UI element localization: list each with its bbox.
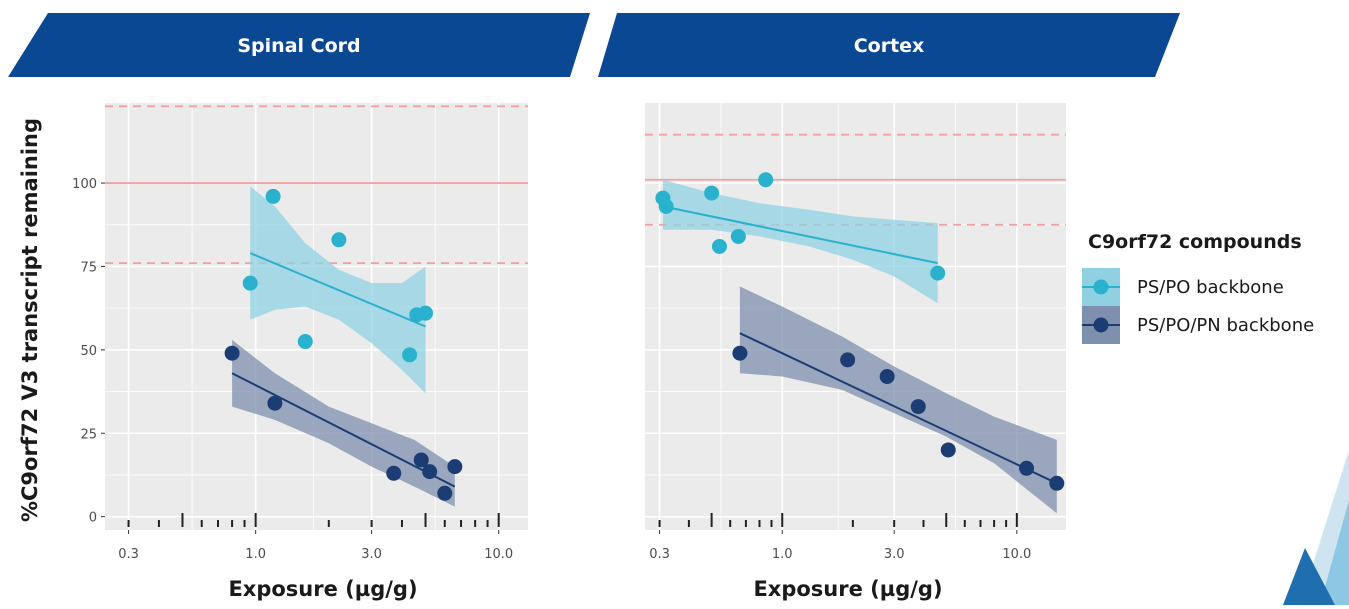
- confidence-band-ps-po-pn: [739, 286, 1057, 514]
- plot-panel-cortex: 0.3 1.0 3.0 10.0: [645, 103, 1066, 562]
- data-point-ps-po-pn: [940, 442, 956, 458]
- y-axis-label: %C9orf72 V3 transcript remaining: [18, 118, 42, 522]
- fit-line-ps-po-pn: [231, 372, 456, 488]
- fit-line-ps-po: [662, 205, 938, 265]
- y-tick-label: 75: [80, 260, 97, 275]
- panel-title-cortex: Cortex: [854, 35, 925, 57]
- data-point-ps-po-pn: [1049, 475, 1065, 491]
- confidence-band-ps-po-pn: [232, 339, 455, 507]
- plot-panel-spinal-cord: 0 25 50 75 100 0.3 1.0 3.0 10.0: [72, 103, 528, 562]
- x-tick-label: 3.0: [361, 547, 382, 562]
- legend-label-ps-po: PS/PO backbone: [1137, 277, 1284, 298]
- x-tick-label: 10.0: [1002, 547, 1031, 562]
- data-point-ps-po: [297, 334, 313, 350]
- data-point-ps-po: [331, 232, 347, 248]
- banner-cortex: Cortex: [598, 13, 1180, 77]
- data-point-ps-po-pn: [413, 452, 429, 468]
- data-point-ps-po-pn: [386, 465, 402, 481]
- data-point-ps-po-pn: [422, 464, 438, 480]
- data-point-ps-po: [704, 185, 720, 201]
- data-point-ps-po: [658, 198, 674, 214]
- x-axis-label-cortex: Exposure (µg/g): [753, 577, 942, 601]
- data-point-ps-po-pn: [910, 399, 926, 415]
- data-point-ps-po-pn: [437, 485, 453, 501]
- x-tick-label: 1.0: [772, 547, 793, 562]
- x-tick-label: 3.0: [884, 547, 905, 562]
- data-point-ps-po-pn: [840, 352, 856, 368]
- fit-line-ps-po: [249, 252, 426, 328]
- x-tick-label: 0.3: [649, 547, 670, 562]
- data-point-ps-po-pn: [447, 459, 463, 475]
- data-point-ps-po: [711, 238, 727, 254]
- x-tick-label: 0.3: [118, 547, 139, 562]
- data-point-ps-po: [418, 305, 434, 321]
- data-point-ps-po: [730, 228, 746, 244]
- y-tick-label: 100: [72, 177, 97, 192]
- data-point-ps-po: [242, 275, 258, 291]
- plot-background: [105, 103, 528, 530]
- legend-key-ps-po-point: [1093, 279, 1109, 295]
- data-point-ps-po-pn: [267, 395, 283, 411]
- legend-title: C9orf72 compounds: [1088, 231, 1302, 253]
- confidence-band-ps-po: [662, 179, 938, 304]
- banner-spinal-cord: Spinal Cord: [8, 13, 590, 77]
- legend-key-ps-po-pn-point: [1093, 317, 1109, 333]
- data-point-ps-po: [265, 188, 281, 204]
- legend: C9orf72 compounds PS/PO backbone PS/PO/P…: [1082, 231, 1314, 344]
- data-point-ps-po: [758, 172, 774, 188]
- x-tick-label: 10.0: [484, 547, 513, 562]
- legend-label-ps-po-pn: PS/PO/PN backbone: [1137, 315, 1314, 336]
- panel-title-spinal-cord: Spinal Cord: [237, 35, 360, 57]
- x-axis-label-spinal-cord: Exposure (µg/g): [228, 577, 417, 601]
- y-tick-label: 50: [80, 344, 97, 359]
- data-point-ps-po-pn: [1019, 460, 1035, 476]
- x-tick-label: 1.0: [245, 547, 266, 562]
- corner-decoration: [1283, 450, 1349, 605]
- y-tick-label: 0: [89, 511, 97, 526]
- fit-line-ps-po-pn: [739, 332, 1058, 485]
- data-point-ps-po-pn: [879, 369, 895, 385]
- data-point-ps-po: [930, 265, 946, 281]
- data-point-ps-po-pn: [732, 345, 748, 361]
- data-point-ps-po: [402, 347, 418, 363]
- y-tick-label: 25: [80, 427, 97, 442]
- data-point-ps-po-pn: [224, 345, 240, 361]
